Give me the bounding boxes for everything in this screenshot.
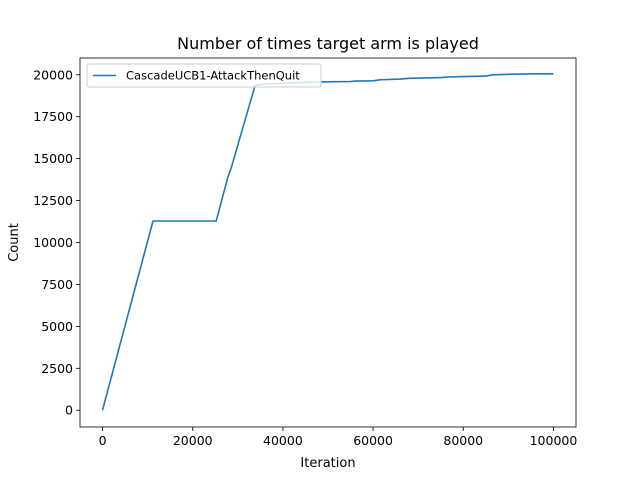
y-axis-title: Count — [7, 223, 22, 262]
x-axis-title: Iteration — [300, 456, 355, 471]
x-tick-label: 40000 — [263, 433, 303, 448]
x-tick-label: 100000 — [530, 433, 578, 448]
series-layer — [101, 73, 554, 411]
x-axis: 0 20000 40000 60000 80000 100000 — [99, 427, 578, 448]
legend-box — [86, 63, 322, 88]
y-tick-label: 7500 — [41, 277, 73, 292]
chart-title: Number of times target arm is played — [177, 34, 479, 53]
plot-area — [80, 58, 576, 427]
legend: CascadeUCB1-AttackThenQuit — [86, 63, 322, 88]
y-tick-label: 10000 — [33, 235, 73, 250]
series-line-0 — [101, 73, 554, 411]
y-tick-label: 20000 — [33, 67, 73, 82]
legend-label: CascadeUCB1-AttackThenQuit — [126, 69, 300, 83]
y-tick-label: 15000 — [33, 151, 73, 166]
x-tick-label: 20000 — [173, 433, 213, 448]
y-tick-label: 17500 — [33, 109, 73, 124]
x-tick-label: 60000 — [353, 433, 393, 448]
x-tick-label: 0 — [99, 433, 107, 448]
y-tick-label: 12500 — [33, 193, 73, 208]
y-tick-label: 0 — [65, 403, 73, 418]
y-tick-label: 2500 — [41, 361, 73, 376]
y-tick-label: 5000 — [41, 319, 73, 334]
y-axis: 0 2500 5000 7500 10000 12500 15000 17500 20000 — [33, 67, 80, 418]
x-tick-label: 80000 — [443, 433, 483, 448]
